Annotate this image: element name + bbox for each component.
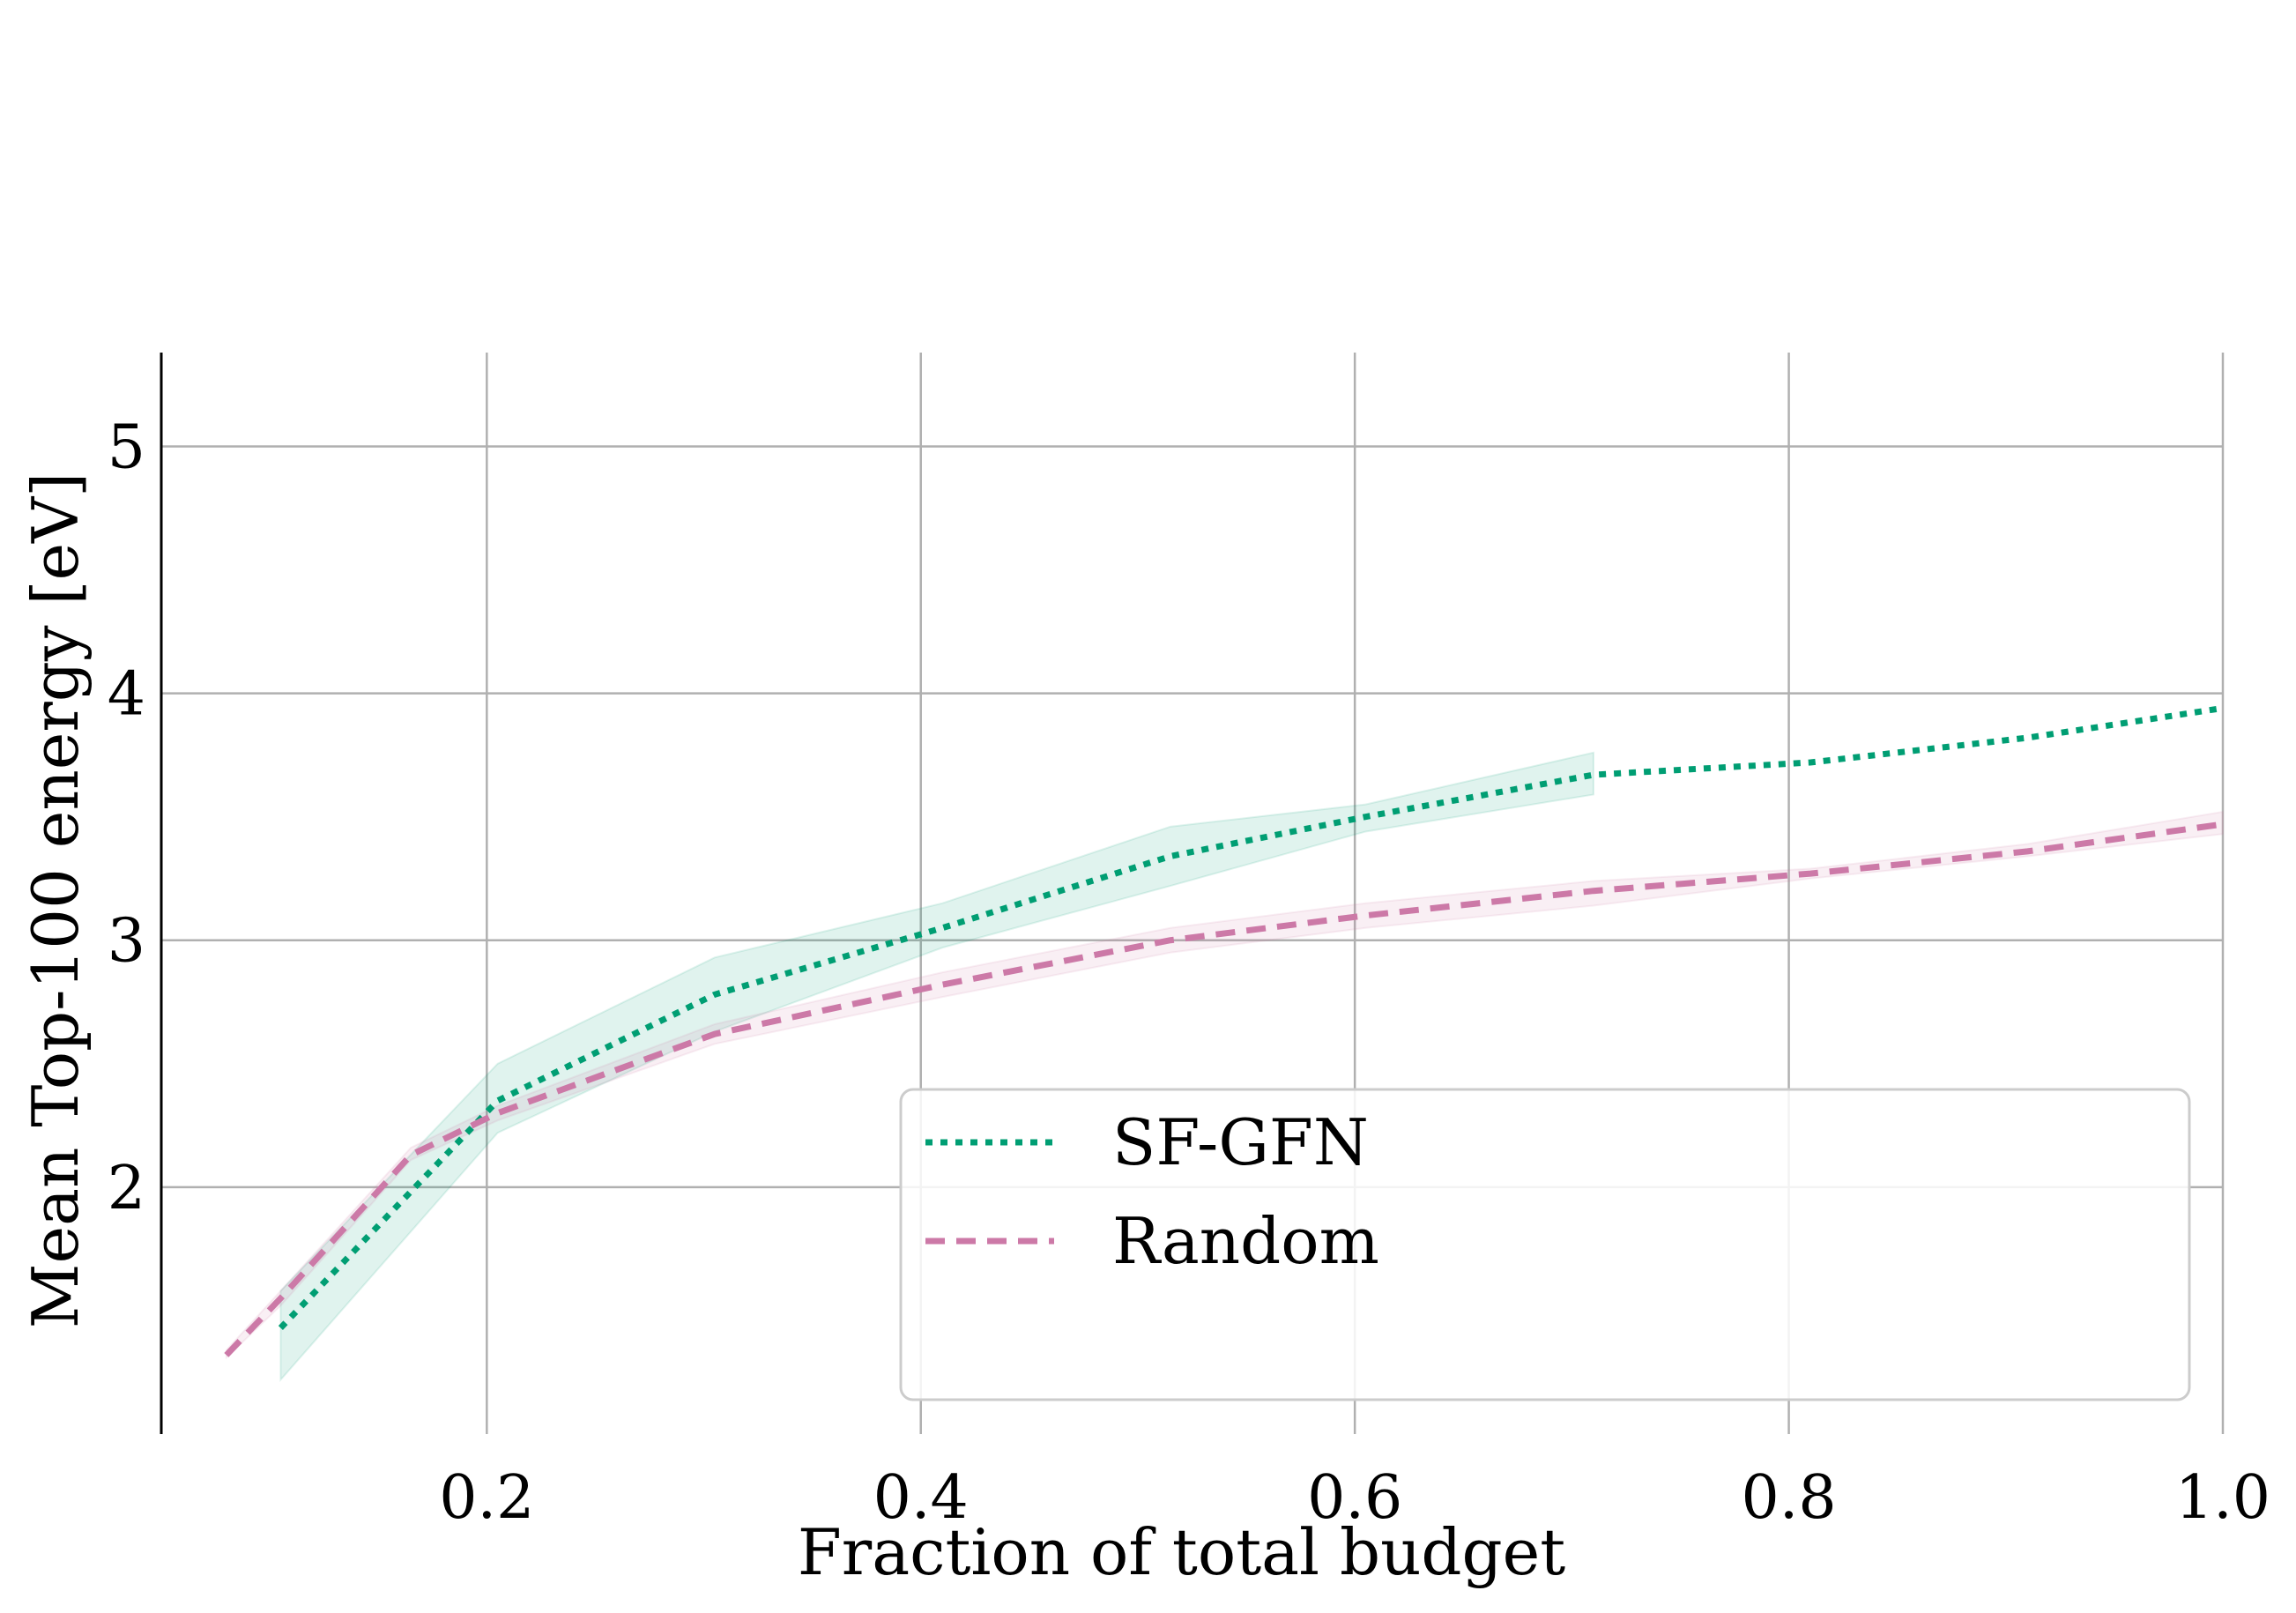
x-tick-label-4: 1.0 — [2175, 1463, 2270, 1533]
legend: SF-GFN Random — [899, 1088, 2191, 1401]
legend-box — [899, 1088, 2191, 1401]
x-tick-label-1: 0.4 — [873, 1463, 969, 1533]
y-tick-label-1: 3 — [108, 907, 145, 977]
y-tick-label-2: 4 — [108, 660, 145, 730]
band-random — [225, 810, 2224, 1360]
legend-label-random: Random — [1112, 1204, 1379, 1278]
confidence-bands — [225, 751, 2224, 1383]
line-random — [224, 821, 2224, 1357]
y-tick-label-0: 2 — [108, 1154, 145, 1223]
x-tick-label-3: 0.8 — [1742, 1463, 1837, 1533]
y-tick-label-3: 5 — [108, 413, 145, 482]
y-tick-labels: 2 3 4 5 — [108, 413, 145, 1223]
series-lines — [224, 704, 2224, 1357]
x-tick-label-2: 0.6 — [1307, 1463, 1402, 1533]
line-sf-gfn — [278, 704, 2224, 1330]
legend-label-sf-gfn: SF-GFN — [1112, 1105, 1369, 1179]
y-axis-label: Mean Top-100 energy [eV] — [19, 472, 93, 1328]
x-tick-label-0: 0.2 — [439, 1463, 534, 1533]
band-sf-gfn — [279, 751, 1594, 1383]
x-tick-labels: 0.2 0.4 0.6 0.8 1.0 — [439, 1463, 2270, 1533]
x-axis-label: Fraction of total budget — [798, 1515, 1565, 1589]
